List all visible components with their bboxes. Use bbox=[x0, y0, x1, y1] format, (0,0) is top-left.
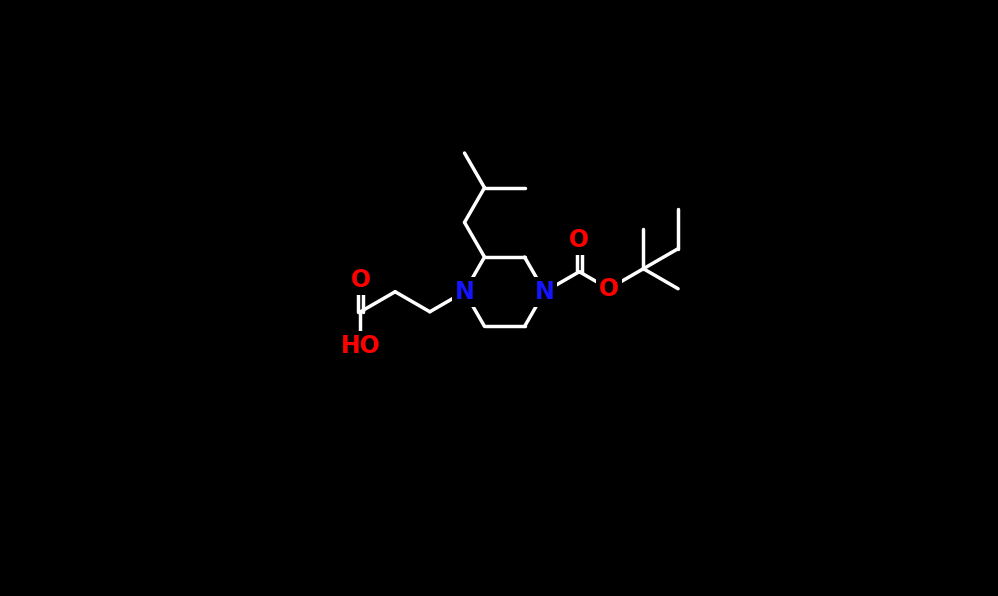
Text: O: O bbox=[599, 277, 619, 301]
Text: O: O bbox=[569, 228, 590, 252]
Text: O: O bbox=[350, 268, 370, 291]
Text: N: N bbox=[535, 280, 555, 304]
Text: HO: HO bbox=[340, 334, 380, 358]
Text: N: N bbox=[455, 280, 474, 304]
